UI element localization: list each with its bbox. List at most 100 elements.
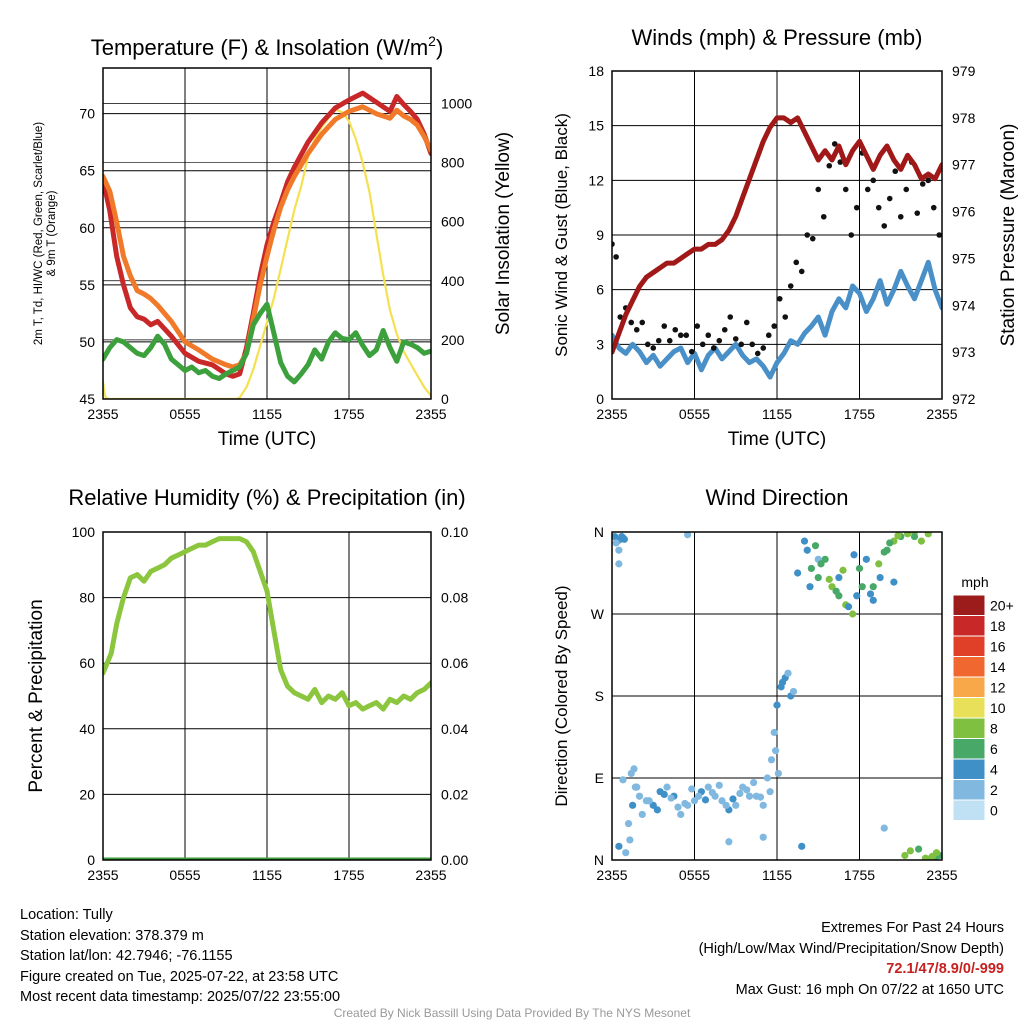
direction-point [759,801,767,809]
direction-point [794,569,802,577]
gust-point [903,186,910,193]
x-tick-label: 1755 [844,406,875,422]
recent-data-text: Most recent data timestamp: 2025/07/22 2… [20,989,341,1005]
plot-data [103,536,431,860]
td-line [103,301,431,385]
direction-point [784,669,792,677]
direction-point [876,573,884,582]
direction-point [774,769,782,778]
direction-point [924,532,932,538]
x-tick-label: 2355 [596,406,627,422]
direction-point [715,781,723,789]
legend-swatch [952,594,986,616]
gust-point [892,168,899,175]
legend-swatch [952,676,986,698]
direction-point [763,774,771,782]
direction-point [622,849,630,857]
y-tick-label-left: W [591,606,605,622]
gust-point [765,332,772,339]
gust-point [875,204,882,211]
direction-point [645,797,653,805]
legend-label: 0 [990,802,998,818]
y-tick-label-right: 973 [952,344,976,360]
direction-point [850,551,858,559]
direction-point [825,575,833,583]
gust-point [787,283,794,289]
legend-label: 20+ [990,597,1014,613]
direction-point [766,788,774,796]
direction-point [638,810,646,819]
direction-point [635,792,644,800]
legend-swatch [952,656,986,678]
station-pressure-line [612,115,942,355]
x-axis-label: Time (UTC) [728,429,827,450]
direction-point [704,783,712,791]
gust-point [815,186,822,193]
y-tick-label-right: 974 [952,297,976,313]
direction-point [901,851,909,860]
direction-point [814,573,822,582]
chart-title: Temperature (F) & Insolation (W/m2) [91,33,444,60]
direction-point [773,701,781,709]
y-tick-label-right: 0.10 [441,524,468,540]
direction-point [688,785,696,793]
gust-point [694,323,701,329]
direction-point [800,537,809,545]
legend-swatch [952,615,986,637]
legend-swatch [952,635,986,657]
direction-point [674,803,682,811]
legend-swatch [952,717,986,739]
gust-point [793,259,800,266]
x-tick-label: 2355 [596,867,627,883]
direction-point [858,583,866,591]
gust-point [613,254,619,260]
direction-point [629,801,637,809]
y-tick-label-left: 50 [79,334,95,350]
x-tick-label: 0555 [679,406,710,422]
x-tick-label: 1155 [252,406,282,422]
humidity-chart: Relative Humidity (%) & Precipitation (i… [26,485,468,883]
direction-point [750,778,758,787]
extremes-block: Extremes For Past 24 Hours (High/Low/Max… [699,918,1004,1000]
y-tick-label-left: 15 [588,118,604,134]
gust-point [732,336,739,342]
y-tick-label-left: E [595,770,604,786]
created-text: Figure created on Tue, 2025-07-22, at 23… [20,968,339,985]
direction-point [624,819,633,828]
gust-point [705,332,712,339]
solar-insolation-line [103,108,431,399]
direction-point [832,587,840,595]
gust-point [771,323,778,329]
legend-swatch [952,799,986,821]
gust-point [776,295,783,302]
y-tick-label-left: 40 [79,721,95,737]
direction-point [615,560,623,568]
direction-point [770,728,778,737]
y-tick-label-left: 12 [588,172,604,188]
direction-point [869,596,877,604]
gust-point [914,210,921,216]
gust-point [760,345,767,351]
gust-point [655,337,662,344]
x-tick-label: 1755 [333,406,364,422]
y-tick-label-right: 0.06 [441,655,468,671]
direction-point [849,610,857,618]
x-tick-label: 0555 [169,867,200,883]
direction-point [904,532,912,538]
direction-point [677,810,685,819]
gust-point [754,350,761,357]
y-tick-label-left: 65 [79,163,95,179]
gust-point [710,345,717,351]
gust-point [644,341,651,348]
direction-point [880,824,888,832]
chart-title-end: ) [436,35,443,60]
gust-point [716,337,723,344]
gust-point [688,348,695,355]
direction-point [615,842,623,850]
x-tick-label: 2355 [415,406,446,422]
x-tick-label: 1155 [762,867,792,883]
x-tick-label: 2355 [87,867,118,883]
y-tick-label-right: 975 [952,250,976,266]
y-tick-label-left: 3 [596,336,604,352]
direction-point [778,678,787,686]
